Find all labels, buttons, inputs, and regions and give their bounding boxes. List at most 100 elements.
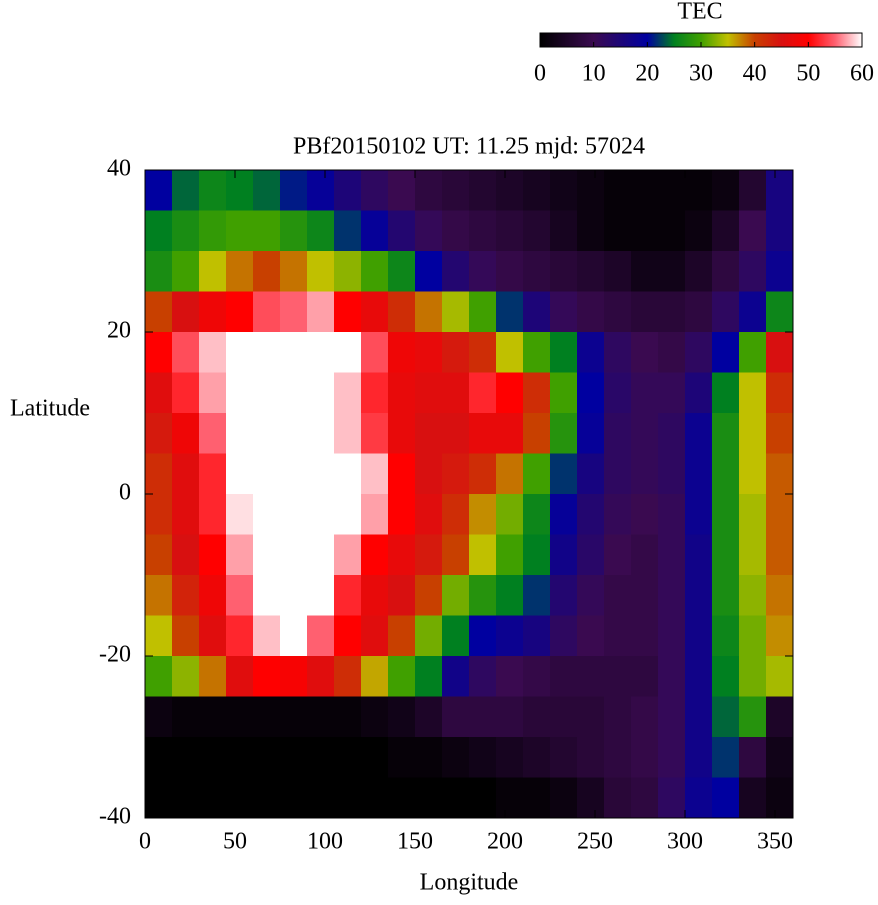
heat-cell (631, 291, 659, 333)
heat-cell (442, 413, 470, 454)
heat-cell (469, 534, 497, 576)
heat-cell (739, 656, 767, 697)
heat-cell (712, 332, 740, 373)
heat-cell (712, 615, 740, 657)
heat-cell (280, 656, 308, 697)
heat-cell (253, 777, 281, 819)
heat-cell (199, 251, 227, 292)
heat-cell (226, 251, 254, 292)
x-tick-label: 200 (487, 829, 523, 855)
heat-cell (604, 696, 632, 738)
heat-cell (145, 737, 173, 778)
heat-cell (766, 332, 794, 373)
heat-cell (604, 291, 632, 333)
heat-cell (199, 453, 227, 495)
heat-cell (361, 251, 389, 292)
heat-cell (145, 453, 173, 495)
heat-cell (388, 210, 416, 252)
colorbar-tick-label: 60 (850, 61, 874, 87)
heat-cell (415, 534, 443, 576)
heat-cell (631, 332, 659, 373)
heat-cell (604, 251, 632, 292)
heat-cell (226, 656, 254, 697)
heat-cell (712, 494, 740, 535)
heat-cell (577, 656, 605, 697)
y-tick-label: 40 (107, 156, 131, 182)
heat-cell (604, 170, 632, 211)
heat-cell (280, 251, 308, 292)
heat-cell (280, 696, 308, 738)
heat-cell (280, 534, 308, 576)
heat-cell (280, 575, 308, 616)
heat-cell (469, 251, 497, 292)
heat-cell (145, 656, 173, 697)
heat-cell (226, 291, 254, 333)
heat-cell (307, 696, 335, 738)
heat-cell (199, 372, 227, 414)
heat-cell (442, 210, 470, 252)
heat-cell (523, 332, 551, 373)
heat-cell (523, 453, 551, 495)
heat-cell (577, 737, 605, 778)
heat-cell (307, 494, 335, 535)
heat-cell (685, 251, 713, 292)
heat-cell (658, 291, 686, 333)
heat-cell (199, 534, 227, 576)
heat-cell (523, 494, 551, 535)
heat-cell (388, 696, 416, 738)
heat-cell (307, 575, 335, 616)
heat-cell (631, 737, 659, 778)
colorbar-tick-label: 0 (534, 61, 546, 87)
heat-cell (631, 615, 659, 657)
heat-cell (334, 615, 362, 657)
heat-cell (145, 251, 173, 292)
heat-cell (253, 696, 281, 738)
heat-cell (604, 615, 632, 657)
heat-cell (253, 413, 281, 454)
heat-cell (496, 251, 524, 292)
heat-cell (199, 615, 227, 657)
heat-cell (658, 656, 686, 697)
heat-cell (739, 413, 767, 454)
heat-cell (253, 575, 281, 616)
heat-cell (550, 534, 578, 576)
heat-cell (496, 534, 524, 576)
heat-cell (442, 494, 470, 535)
heat-cell (253, 170, 281, 211)
heat-cell (550, 372, 578, 414)
colorbar-label: TEC (677, 0, 722, 25)
heat-cell (388, 372, 416, 414)
heat-cell (523, 615, 551, 657)
heat-cell (658, 534, 686, 576)
heat-cell (307, 656, 335, 697)
heat-cell (280, 413, 308, 454)
heat-cell (658, 737, 686, 778)
heat-cell (631, 494, 659, 535)
y-tick-label: -40 (99, 804, 131, 830)
heat-cell (172, 291, 200, 333)
heat-cell (712, 696, 740, 738)
heat-cell (658, 332, 686, 373)
x-tick-label: 50 (223, 829, 247, 855)
heat-cell (442, 656, 470, 697)
heat-cell (442, 453, 470, 495)
heat-cell (442, 737, 470, 778)
heat-cell (361, 372, 389, 414)
heat-cell (685, 615, 713, 657)
heat-cell (739, 494, 767, 535)
heat-cell (577, 291, 605, 333)
heat-cell (577, 534, 605, 576)
heat-cell (361, 696, 389, 738)
heat-cell (388, 737, 416, 778)
heat-cell (334, 453, 362, 495)
heat-cell (307, 291, 335, 333)
heat-cell (415, 575, 443, 616)
heat-cell (496, 777, 524, 819)
heat-cell (766, 534, 794, 576)
heat-cell (469, 737, 497, 778)
colorbar-tick-label: 30 (689, 61, 713, 87)
heat-cell (388, 332, 416, 373)
heat-cell (604, 413, 632, 454)
